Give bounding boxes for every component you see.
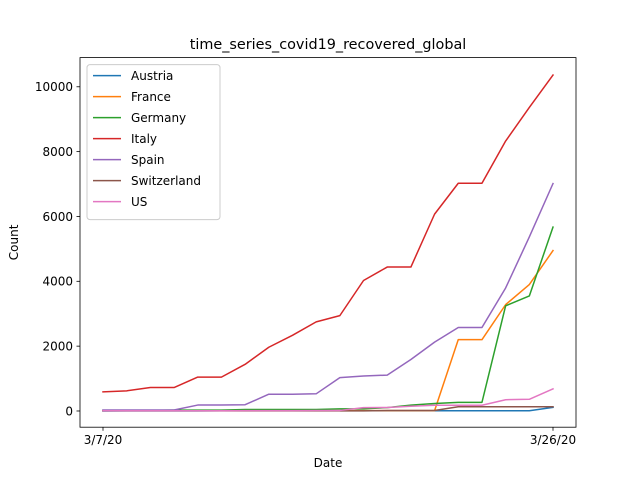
y-tick-label: 0	[65, 404, 73, 418]
y-axis: 0 2000 4000 6000 8000 10000	[35, 80, 80, 418]
legend-label-us: US	[131, 195, 147, 209]
series-line-us	[102, 387, 554, 412]
x-tick-label: 3/26/20	[530, 433, 576, 447]
y-tick-label: 8000	[42, 145, 73, 159]
x-tick-label: 3/7/20	[84, 433, 123, 447]
x-axis: 3/7/20 3/26/20	[84, 427, 576, 447]
series-line-italy	[102, 74, 555, 393]
y-axis-label: Count	[7, 224, 21, 260]
legend-label-germany: Germany	[131, 111, 186, 125]
y-tick-label: 6000	[42, 210, 73, 224]
legend: Austria France Germany Italy Spain Switzerlan…	[86, 64, 221, 221]
series-line-spain	[102, 182, 554, 411]
legend-label-italy: Italy	[131, 132, 157, 146]
plot-frame	[79, 57, 577, 428]
chart-title: time_series_covid19_recovered_global	[190, 37, 467, 53]
legend-label-austria: Austria	[131, 69, 173, 83]
x-axis-label: Date	[314, 456, 343, 470]
legend-label-france: France	[131, 90, 171, 104]
legend-label-switzerland: Switzerland	[131, 174, 201, 188]
y-tick-label: 4000	[42, 275, 73, 289]
y-tick-label: 10000	[35, 80, 73, 94]
y-tick-label: 2000	[42, 339, 73, 353]
legend-label-spain: Spain	[131, 153, 165, 167]
series-layer	[102, 74, 555, 412]
